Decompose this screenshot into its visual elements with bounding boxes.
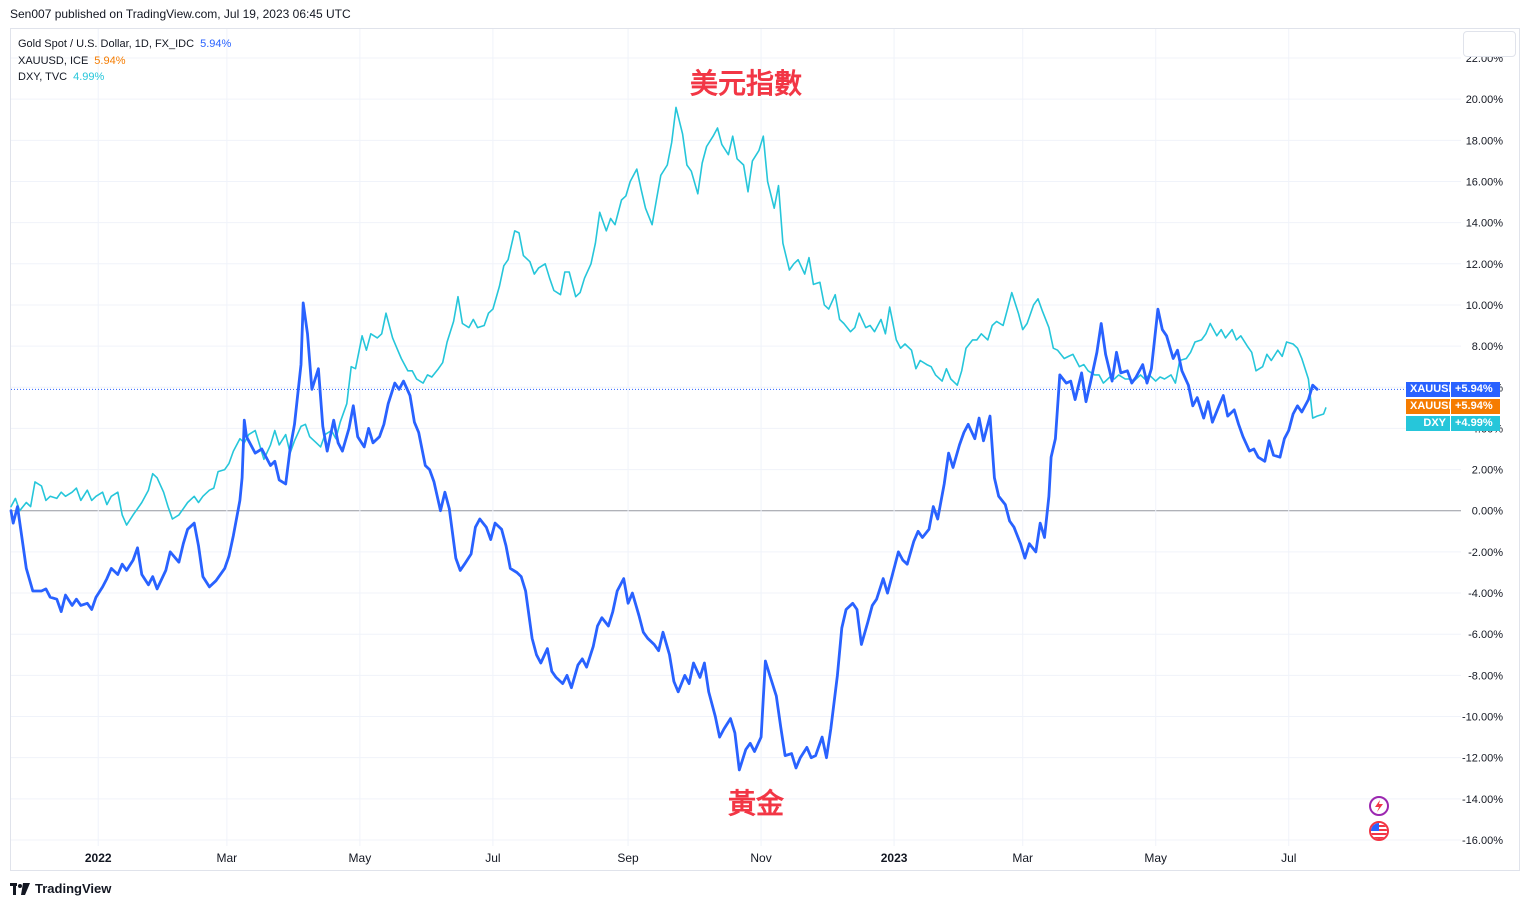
y-tick-label: 12.00% bbox=[1466, 259, 1504, 271]
price-badge-dxy: DXY +4.99% bbox=[1406, 416, 1500, 431]
y-tick-label: -4.00% bbox=[1468, 588, 1503, 600]
y-tick-label: 14.00% bbox=[1466, 218, 1504, 230]
y-tick-label: -6.00% bbox=[1468, 629, 1503, 641]
x-tick-label: 2022 bbox=[85, 851, 112, 865]
series-line-xauusd bbox=[9, 301, 1319, 772]
badge-value: +5.94% bbox=[1450, 382, 1500, 397]
x-tick-label: Sep bbox=[617, 851, 639, 865]
annotations: 美元指數 黃金 bbox=[690, 67, 802, 820]
legend-label: DXY, TVC bbox=[18, 71, 68, 83]
legend-row-xauusd[interactable]: XAUUSD, ICE 5.94% bbox=[18, 53, 231, 70]
y-tick-label: 8.00% bbox=[1472, 341, 1503, 353]
lightning-icon[interactable] bbox=[1369, 796, 1389, 816]
legend: Gold Spot / U.S. Dollar, 1D, FX_IDC 5.94%… bbox=[18, 36, 231, 86]
y-tick-label: -2.00% bbox=[1468, 547, 1503, 559]
us-flag-icon[interactable] bbox=[1369, 821, 1389, 841]
badge-value: +5.94% bbox=[1450, 399, 1500, 414]
y-tick-label: -14.00% bbox=[1462, 794, 1503, 806]
chart-frame bbox=[10, 28, 1520, 871]
badge-value: +4.99% bbox=[1450, 416, 1500, 431]
x-tick-label: Mar bbox=[1012, 851, 1033, 865]
y-tick-label: -16.00% bbox=[1462, 835, 1503, 847]
legend-value: 5.94% bbox=[200, 38, 232, 50]
y-tick-label: 0.00% bbox=[1472, 506, 1503, 518]
x-tick-label: May bbox=[1144, 851, 1167, 865]
badge-symbol: XAUUSD bbox=[1406, 382, 1456, 397]
publish-info: Sen007 published on TradingView.com, Jul… bbox=[10, 7, 351, 21]
dxy-annotation: 美元指數 bbox=[690, 67, 802, 100]
badge-symbol: DXY bbox=[1406, 416, 1450, 431]
y-tick-label: -10.00% bbox=[1462, 712, 1503, 724]
x-tick-label: Nov bbox=[750, 851, 771, 865]
legend-value: 4.99% bbox=[73, 71, 105, 83]
legend-row-gold-spot[interactable]: Gold Spot / U.S. Dollar, 1D, FX_IDC 5.94% bbox=[18, 36, 231, 53]
price-axis[interactable]: 22.00%20.00%18.00%16.00%14.00%12.00%10.0… bbox=[1462, 53, 1503, 847]
x-tick-label: Mar bbox=[217, 851, 238, 865]
x-tick-label: Jul bbox=[485, 851, 500, 865]
legend-label: XAUUSD, ICE bbox=[18, 54, 89, 67]
series-lines bbox=[9, 106, 1327, 772]
tradingview-brand[interactable]: TradingView bbox=[10, 881, 111, 896]
legend-value: 5.94% bbox=[94, 54, 126, 67]
y-tick-label: 10.00% bbox=[1466, 300, 1504, 312]
y-tick-label: 20.00% bbox=[1466, 94, 1504, 106]
legend-row-dxy[interactable]: DXY, TVC 4.99% bbox=[18, 69, 231, 86]
legend-label: Gold Spot / U.S. Dollar, 1D, FX_IDC bbox=[18, 38, 195, 50]
y-tick-label: 2.00% bbox=[1472, 465, 1503, 477]
grid-lines bbox=[11, 29, 1461, 846]
y-tick-label: 18.00% bbox=[1466, 135, 1504, 147]
y-tick-label: -8.00% bbox=[1468, 670, 1503, 682]
x-tick-label: 2023 bbox=[881, 851, 908, 865]
brand-label: TradingView bbox=[35, 881, 112, 896]
price-badge-xauusd-ice: XAUUSD +5.94% bbox=[1406, 399, 1500, 414]
price-badge-xauusd: XAUUSD +5.94% bbox=[1406, 382, 1500, 397]
x-tick-label: May bbox=[349, 851, 372, 865]
y-tick-label: 16.00% bbox=[1466, 176, 1504, 188]
time-axis[interactable]: 2022 Mar May Jul Sep Nov 2023 Mar May Jul bbox=[85, 851, 1297, 865]
gold-annotation: 黃金 bbox=[728, 787, 785, 820]
badge-symbol: XAUUSD bbox=[1406, 399, 1456, 414]
x-tick-label: Jul bbox=[1281, 851, 1296, 865]
series-line-dxy bbox=[10, 106, 1327, 526]
tradingview-logo-icon bbox=[10, 882, 30, 895]
y-tick-label: -12.00% bbox=[1462, 753, 1503, 765]
settings-box[interactable] bbox=[1463, 31, 1516, 57]
